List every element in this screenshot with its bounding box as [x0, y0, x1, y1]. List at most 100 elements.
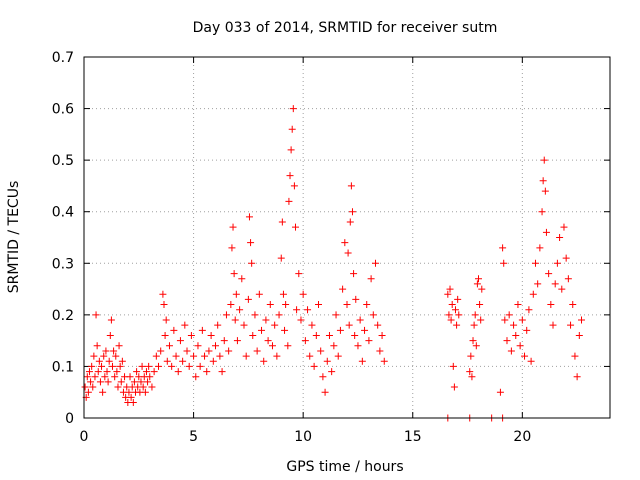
- data-point: [230, 270, 238, 278]
- data-point: [282, 301, 290, 309]
- data-point: [356, 316, 364, 324]
- data-point: [214, 321, 222, 329]
- data-point: [332, 311, 340, 319]
- data-point: [288, 125, 296, 133]
- data-point: [95, 357, 103, 365]
- data-point: [162, 316, 170, 324]
- data-point: [209, 357, 217, 365]
- data-point: [521, 352, 529, 360]
- data-point: [249, 331, 257, 339]
- data-point: [284, 342, 292, 350]
- data-point: [529, 290, 537, 298]
- data-point: [190, 352, 198, 360]
- data-point: [232, 290, 240, 298]
- data-point: [255, 290, 263, 298]
- data-point: [290, 182, 298, 190]
- x-tick-label: 20: [513, 429, 531, 445]
- data-point: [499, 244, 507, 252]
- data-point: [295, 270, 303, 278]
- data-point: [85, 368, 93, 376]
- data-point: [89, 383, 97, 391]
- data-point: [321, 388, 329, 396]
- data-point: [471, 311, 479, 319]
- data-point: [253, 347, 261, 355]
- data-point: [247, 239, 255, 247]
- data-point: [107, 316, 115, 324]
- data-point: [477, 316, 485, 324]
- y-tick-label: 0.2: [52, 308, 74, 324]
- data-point: [168, 362, 176, 370]
- data-point: [212, 342, 219, 350]
- data-point: [103, 368, 111, 376]
- data-point: [293, 306, 301, 314]
- data-point: [148, 383, 156, 391]
- data-point: [470, 321, 478, 329]
- data-point: [273, 352, 281, 360]
- data-point: [446, 285, 454, 293]
- data-point: [562, 254, 570, 262]
- data-point: [228, 244, 236, 252]
- data-point: [512, 331, 520, 339]
- data-point: [347, 182, 355, 190]
- data-point: [319, 373, 327, 381]
- data-point: [514, 301, 522, 309]
- data-point: [315, 301, 323, 309]
- data-point: [297, 316, 305, 324]
- data-point: [179, 357, 187, 365]
- data-point: [448, 301, 456, 309]
- data-point: [571, 352, 579, 360]
- data-point: [229, 223, 237, 231]
- data-point: [146, 373, 154, 381]
- data-point: [575, 331, 583, 339]
- data-point: [445, 311, 453, 319]
- data-point: [365, 337, 373, 345]
- data-point: [231, 316, 239, 324]
- plot-frame: [83, 56, 611, 419]
- data-point: [551, 280, 559, 288]
- data-point: [505, 311, 513, 319]
- data-point: [278, 218, 286, 226]
- data-point: [281, 326, 289, 334]
- data-point: [91, 373, 99, 381]
- data-point: [523, 326, 531, 334]
- data-point: [108, 362, 116, 370]
- data-point: [310, 362, 318, 370]
- data-point: [138, 362, 146, 370]
- data-point: [92, 311, 100, 319]
- y-tick-label: 0.4: [52, 205, 74, 221]
- data-point: [475, 275, 482, 283]
- data-point: [181, 321, 189, 329]
- data-point: [96, 378, 104, 386]
- y-tick-label: 0.7: [52, 50, 74, 66]
- x-tick-label: 0: [80, 429, 89, 445]
- data-point: [447, 316, 455, 324]
- data-point: [545, 270, 553, 278]
- data-point: [341, 239, 349, 247]
- data-point: [268, 342, 276, 350]
- data-point: [84, 388, 92, 396]
- data-point: [503, 337, 511, 345]
- data-point: [94, 368, 102, 376]
- data-point: [345, 321, 353, 329]
- data-point: [240, 321, 248, 329]
- data-point: [343, 301, 351, 309]
- data-point: [262, 316, 270, 324]
- data-point: [339, 285, 347, 293]
- data-points: [81, 105, 586, 422]
- data-point: [98, 362, 106, 370]
- data-point: [556, 234, 564, 241]
- data-point: [277, 254, 285, 262]
- data-point: [304, 306, 312, 314]
- data-point: [534, 280, 542, 288]
- data-point: [113, 368, 121, 376]
- data-point: [466, 368, 474, 376]
- data-point: [141, 388, 149, 396]
- data-point: [152, 352, 160, 360]
- chart-title: Day 033 of 2014, SRMTID for receiver sut…: [193, 20, 498, 36]
- data-point: [467, 352, 475, 360]
- data-point: [133, 368, 141, 376]
- data-point: [112, 352, 120, 360]
- data-point: [264, 337, 272, 345]
- data-point: [325, 331, 333, 339]
